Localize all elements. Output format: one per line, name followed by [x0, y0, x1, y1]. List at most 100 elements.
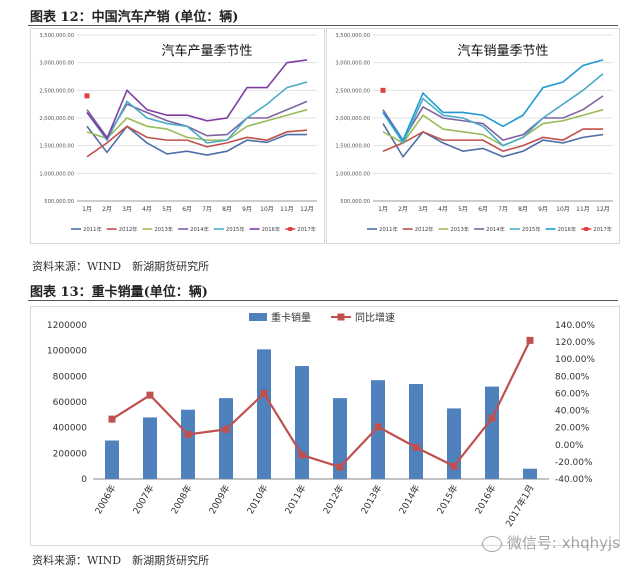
wechat-icon: [481, 535, 502, 552]
series-line: [382, 123, 604, 159]
x-tick-label: 2月: [398, 206, 408, 213]
y-tick-label: 2,000,000.00: [39, 116, 74, 122]
caption-rule: [28, 300, 618, 301]
series-line: [86, 125, 307, 156]
legend-label: 2012年: [415, 225, 434, 233]
y-tick-label: 1,500,000.00: [335, 144, 370, 150]
heavy-truck-sales-chart: 0 200000 400000 600000 800000 1000000 1200000 -…: [47, 311, 596, 529]
x-tick-label: 2010年: [244, 483, 270, 517]
truck-chart-panel: 0 200000 400000 600000 800000 1000000 1200000 -…: [30, 306, 620, 546]
production-seasonality-chart: 汽车产量季节性 500,000.00 1,000,000.00 1,500,000.0…: [39, 33, 317, 233]
series-line: [382, 128, 603, 153]
bar: [333, 398, 347, 479]
x-tick-label: 1月: [378, 206, 388, 213]
x-tick-label: 4月: [438, 206, 448, 213]
legend-label: 2016年: [262, 225, 281, 233]
chart-title: 汽车销量季节性: [457, 43, 548, 59]
y-tick-label: 3,500,000.00: [39, 33, 74, 39]
y-tick-label: 400000: [53, 424, 88, 434]
x-tick-label: 5月: [162, 206, 172, 213]
x-tick-label: 2月: [102, 206, 112, 213]
y-tick-label: 3,500,000.00: [335, 33, 370, 39]
y2-tick-label: 120.00%: [555, 338, 595, 348]
legend-marker: [584, 227, 589, 231]
bar: [181, 409, 195, 479]
legend-marker: [288, 227, 293, 231]
y-tick-label: 200000: [53, 449, 88, 459]
growth-marker: [488, 414, 496, 422]
growth-marker: [260, 389, 268, 397]
y2-tick-label: 140.00%: [555, 321, 595, 331]
chart-title: 汽车产量季节性: [161, 43, 252, 59]
series-line: [382, 73, 604, 147]
y-tick-label: 500,000.00: [340, 199, 370, 205]
series-line: [86, 108, 308, 141]
bar: [295, 366, 309, 479]
x-tick-label: 10月: [260, 206, 274, 213]
bar: [257, 349, 271, 479]
series-marker: [84, 93, 90, 99]
x-tick-label: 10月: [556, 206, 570, 213]
growth-marker: [374, 423, 382, 431]
legend-label: 2017年: [297, 225, 316, 233]
legend-label: 2014年: [486, 225, 505, 233]
figure-13-source: 资料来源：WIND 新湖期货研究所: [32, 554, 210, 567]
y-tick-label: 2,500,000.00: [39, 88, 74, 94]
x-tick-label: 3月: [122, 206, 132, 213]
x-tick-label: 6月: [478, 206, 488, 213]
x-tick-label: 2016年: [472, 483, 498, 517]
y-tick-label: 600000: [53, 398, 88, 408]
y2-tick-label: 40.00%: [555, 407, 590, 417]
x-tick-label: 1月: [82, 206, 92, 213]
y-tick-label: 3,000,000.00: [335, 61, 370, 67]
x-tick-label: 9月: [538, 206, 548, 213]
x-tick-label: 2011年: [282, 483, 308, 517]
x-tick-label: 2014年: [396, 483, 422, 517]
y-tick-label: 1,000,000.00: [39, 171, 74, 177]
caption-rule: [28, 25, 618, 26]
x-tick-label: 6月: [182, 206, 192, 213]
legend-label: 2015年: [226, 225, 245, 233]
bar: [409, 384, 423, 479]
legend-label: 2017年: [593, 225, 612, 233]
series-marker: [380, 87, 386, 93]
y2-tick-label: 0.00%: [555, 441, 584, 451]
y-tick-label: 1,000,000.00: [335, 171, 370, 177]
y2-tick-label: -40.00%: [555, 475, 593, 485]
y-tick-label: 1,500,000.00: [39, 144, 74, 150]
figure-13-caption: 图表 13：重卡销量(单位：辆): [30, 285, 208, 300]
growth-marker: [108, 415, 116, 423]
legend-label: 2015年: [522, 225, 541, 233]
x-tick-label: 8月: [222, 206, 232, 213]
bar: [143, 417, 157, 479]
series-line: [382, 95, 604, 142]
y-tick-label: 500,000.00: [44, 199, 74, 205]
growth-marker: [450, 462, 458, 470]
growth-marker: [526, 336, 534, 344]
y2-tick-label: 80.00%: [555, 372, 590, 382]
legend-line-marker: [337, 313, 345, 321]
series-line: [86, 59, 308, 141]
legend-label: 2013年: [450, 225, 469, 233]
legend-bar-swatch: [249, 313, 267, 321]
sales-seasonality-chart: 汽车销量季节性 500,000.00 1,000,000.00 1,500,000.0…: [335, 33, 613, 233]
series-line: [86, 125, 308, 158]
growth-marker: [298, 451, 306, 459]
x-tick-label: 2009年: [206, 483, 232, 517]
wechat-watermark: 微信号: xhqhyjs: [481, 532, 620, 553]
legend-label: 2013年: [154, 225, 173, 233]
y-tick-label: 2,000,000.00: [335, 116, 370, 122]
x-tick-label: 2015年: [434, 483, 460, 517]
series-line: [86, 81, 308, 144]
x-tick-label: 2006年: [92, 483, 118, 517]
x-tick-label: 8月: [518, 206, 528, 213]
legend-label: 同比增速: [355, 311, 395, 324]
y2-tick-label: -20.00%: [555, 458, 593, 468]
legend-label: 2016年: [558, 225, 577, 233]
growth-marker: [412, 443, 420, 451]
y2-tick-label: 20.00%: [555, 424, 590, 434]
sales-chart-panel: 汽车销量季节性 500,000.00 1,000,000.00 1,500,000.0…: [326, 28, 620, 244]
growth-marker: [184, 431, 192, 439]
series-line: [382, 108, 604, 147]
x-tick-label: 7月: [202, 206, 212, 213]
